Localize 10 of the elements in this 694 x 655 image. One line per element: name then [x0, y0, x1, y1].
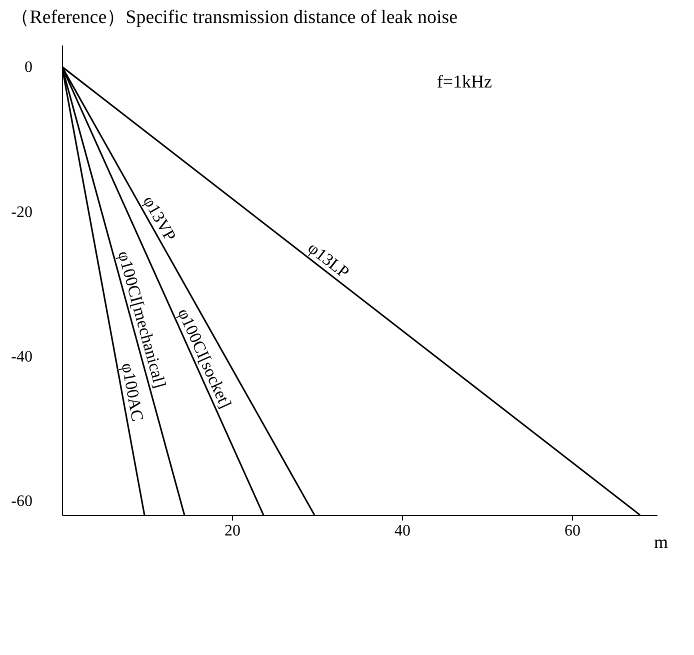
- x-tick-label: 20: [224, 522, 240, 540]
- x-tick-label: 60: [564, 522, 580, 540]
- chart-title: （Reference）Specific transmission distance of leak noise: [10, 7, 458, 28]
- x-tick-label: 40: [394, 522, 410, 540]
- y-tick-label: 0: [24, 59, 32, 76]
- y-tick-label: -20: [11, 204, 32, 221]
- annotation: f=1kHz: [436, 72, 492, 92]
- y-tick-label: -40: [11, 348, 32, 366]
- x-axis-title: m: [654, 532, 668, 552]
- y-tick-label: -60: [11, 493, 32, 510]
